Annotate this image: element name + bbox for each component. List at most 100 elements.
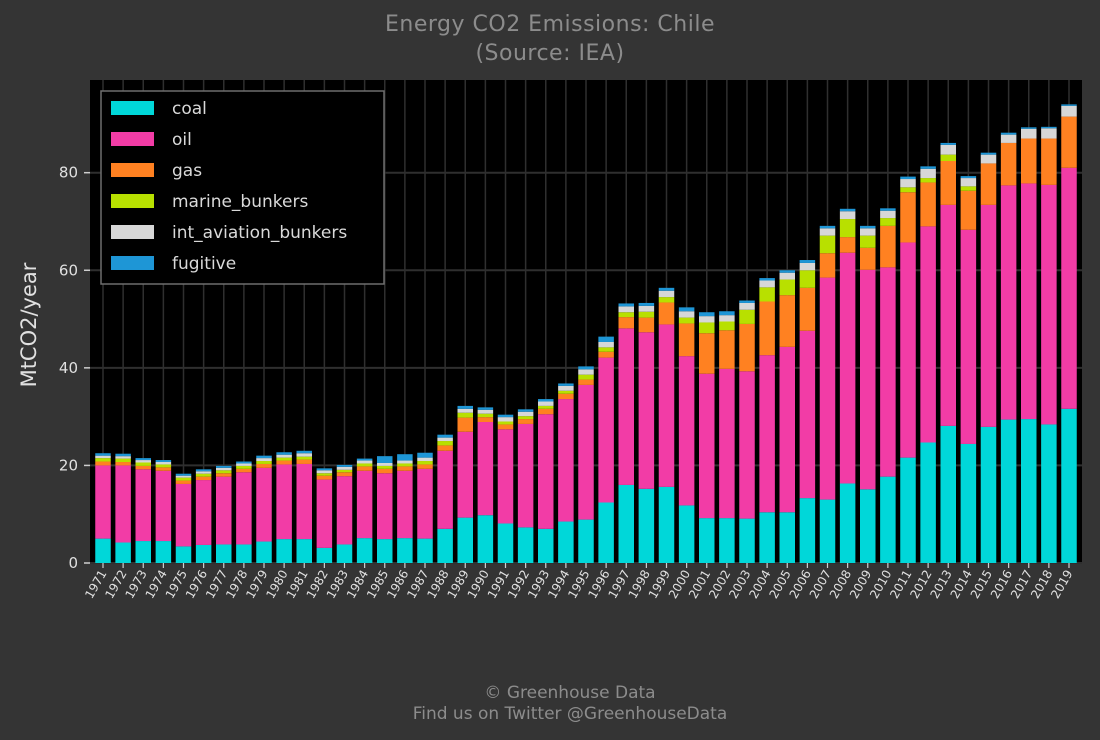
- bar-marine_bunkers-2001: [699, 322, 715, 334]
- bar-gas-1976: [195, 476, 212, 481]
- bar-gas-2019: [1061, 116, 1077, 168]
- bar-oil-2007: [819, 277, 836, 500]
- bar-coal-2014: [960, 443, 977, 563]
- bar-fugitive-1993: [538, 399, 554, 402]
- bar-coal-1974: [155, 541, 172, 563]
- bar-marine_bunkers-1971: [95, 458, 111, 462]
- bar-gas-1978: [236, 468, 252, 473]
- legend-label-gas: gas: [172, 161, 202, 181]
- bar-marine_bunkers-1985: [377, 465, 393, 469]
- bar-coal-2015: [980, 426, 997, 563]
- bar-fugitive-2017: [1021, 127, 1037, 129]
- bar-coal-2017: [1021, 419, 1037, 563]
- bar-coal-1977: [216, 544, 232, 563]
- bar-fugitive-1977: [216, 465, 232, 468]
- bar-gas-1987: [417, 464, 433, 469]
- bar-gas-2008: [839, 237, 856, 253]
- bar-coal-2005: [779, 512, 795, 563]
- bar-gas-2011: [900, 192, 916, 243]
- bar-fugitive-2005: [779, 270, 795, 273]
- bar-gas-2015: [980, 163, 997, 205]
- bar-coal-2000: [678, 505, 695, 563]
- bar-fugitive-1982: [316, 468, 333, 471]
- bar-oil-1994: [558, 399, 574, 522]
- bar-int_aviation_bunkers-1974: [155, 462, 172, 465]
- bar-marine_bunkers-2013: [940, 154, 956, 161]
- bar-int_aviation_bunkers-2004: [759, 280, 775, 288]
- bar-oil-1991: [497, 429, 514, 524]
- bar-oil-1999: [658, 324, 675, 487]
- bar-gas-1996: [598, 351, 614, 358]
- bar-marine_bunkers-1975: [175, 477, 192, 481]
- bar-coal-2007: [819, 499, 836, 563]
- bar-oil-2015: [980, 204, 997, 427]
- bar-oil-1981: [296, 463, 312, 540]
- bar-int_aviation_bunkers-1971: [95, 455, 111, 459]
- bar-oil-1984: [356, 470, 373, 539]
- bar-gas-1980: [276, 460, 292, 465]
- bar-marine_bunkers-2002: [719, 321, 735, 331]
- bar-int_aviation_bunkers-2009: [860, 228, 876, 236]
- bar-int_aviation_bunkers-1979: [256, 458, 272, 462]
- bar-fugitive-2001: [699, 312, 715, 317]
- bar-gas-1995: [578, 379, 594, 385]
- bar-gas-2009: [860, 247, 876, 270]
- bar-marine_bunkers-1972: [115, 458, 131, 463]
- bar-int_aviation_bunkers-1983: [336, 466, 353, 470]
- bar-oil-1982: [316, 479, 333, 548]
- bar-oil-1987: [417, 468, 433, 539]
- legend-swatch-oil: [111, 132, 154, 146]
- bar-fugitive-1980: [276, 452, 292, 455]
- bar-oil-1979: [256, 467, 272, 542]
- bar-fugitive-1988: [437, 434, 453, 438]
- bar-marine_bunkers-2007: [819, 235, 836, 254]
- bar-marine_bunkers-1999: [658, 297, 675, 303]
- bar-coal-1982: [316, 547, 333, 563]
- bar-coal-2019: [1061, 408, 1077, 563]
- bar-oil-1976: [195, 480, 212, 545]
- bar-fugitive-1996: [598, 336, 614, 342]
- bar-int_aviation_bunkers-2013: [940, 144, 956, 155]
- bar-gas-1983: [336, 472, 353, 477]
- legend-swatch-fugitive: [111, 256, 154, 270]
- bar-int_aviation_bunkers-1989: [457, 408, 473, 413]
- bar-gas-1990: [477, 417, 494, 423]
- bar-fugitive-2018: [1041, 126, 1057, 129]
- bar-coal-2010: [880, 476, 896, 563]
- bar-coal-2018: [1041, 424, 1057, 563]
- bar-marine_bunkers-1983: [336, 469, 353, 473]
- bar-oil-2002: [719, 368, 735, 519]
- bar-marine_bunkers-1988: [437, 441, 453, 446]
- bar-coal-2012: [920, 442, 936, 563]
- bar-marine_bunkers-1978: [236, 465, 252, 469]
- legend-box: [100, 90, 385, 285]
- y-tick-label: 20: [59, 456, 78, 474]
- bar-fugitive-2002: [719, 311, 735, 316]
- bar-fugitive-1972: [115, 453, 131, 457]
- bar-int_aviation_bunkers-1990: [477, 409, 494, 414]
- bar-gas-1975: [175, 480, 192, 484]
- bar-coal-1992: [517, 527, 534, 563]
- bar-marine_bunkers-2006: [799, 270, 816, 288]
- bar-fugitive-1995: [578, 366, 594, 370]
- bar-marine_bunkers-1990: [477, 413, 494, 418]
- bar-int_aviation_bunkers-2010: [880, 210, 896, 219]
- bar-int_aviation_bunkers-2012: [920, 168, 936, 179]
- bar-coal-1997: [618, 484, 634, 563]
- bar-marine_bunkers-1992: [517, 416, 534, 420]
- x-axis: 1971197219731974197519761977197819791980…: [82, 563, 1076, 601]
- legend-swatch-marine_bunkers: [111, 194, 154, 208]
- bar-oil-1978: [236, 472, 252, 545]
- bar-coal-2003: [739, 518, 755, 563]
- bar-int_aviation_bunkers-1993: [538, 401, 554, 406]
- bar-coal-2001: [699, 518, 715, 563]
- bar-oil-1988: [437, 450, 453, 529]
- bar-oil-2004: [759, 355, 775, 513]
- bar-int_aviation_bunkers-1999: [658, 290, 675, 298]
- y-tick-label: 0: [68, 554, 78, 572]
- bar-gas-1999: [658, 302, 675, 325]
- bar-fugitive-1987: [417, 452, 433, 458]
- bar-fugitive-2011: [900, 176, 916, 180]
- bar-gas-1972: [115, 462, 131, 466]
- footer-copyright: © Greenhouse Data: [484, 683, 656, 703]
